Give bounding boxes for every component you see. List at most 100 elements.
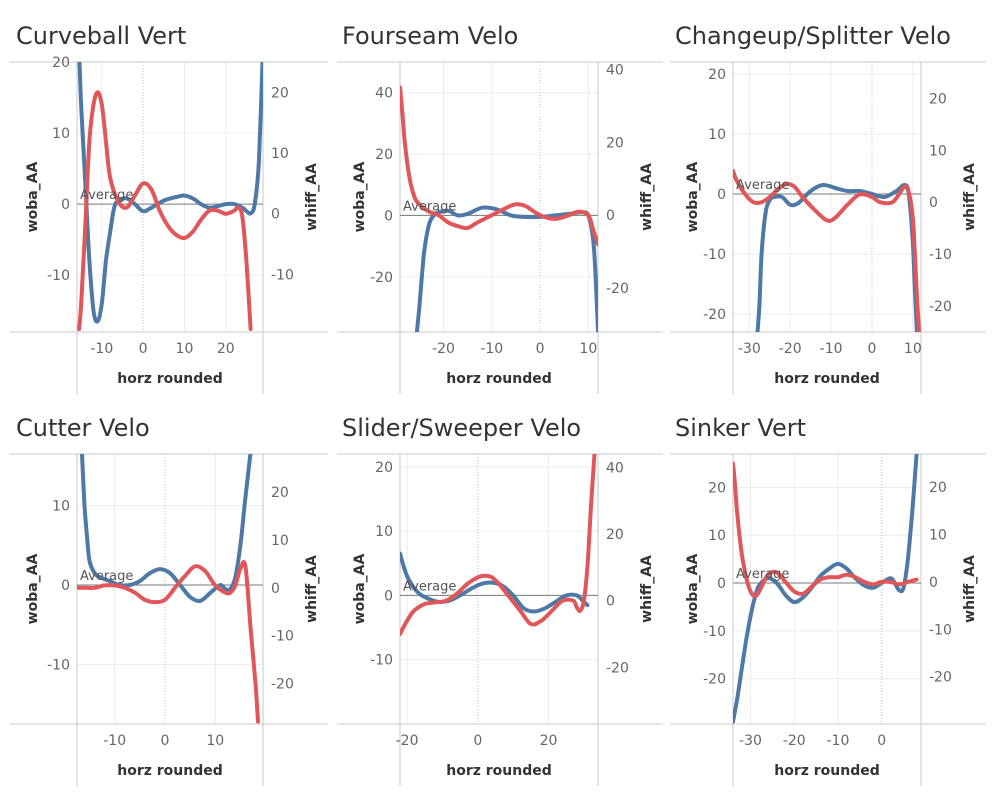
- x-axis-title: horz rounded: [117, 371, 223, 387]
- woba-series-line: [414, 205, 598, 332]
- y-tick-label: -10: [370, 653, 393, 669]
- y2-axis-title: whiff_AA: [962, 555, 978, 623]
- y2-tick-label: 0: [606, 208, 615, 224]
- y-tick-label: -20: [370, 270, 393, 286]
- y2-tick-label: 20: [606, 527, 624, 543]
- y-tick-label: 0: [61, 578, 70, 594]
- average-label: Average: [403, 199, 456, 214]
- y-axis-title: woba_AA: [352, 553, 368, 624]
- y2-tick-label: 10: [929, 528, 947, 544]
- x-axis-title: horz rounded: [117, 763, 223, 779]
- y-tick-label: 20: [708, 67, 726, 83]
- y2-tick-label: 0: [271, 207, 280, 223]
- y-tick-label: -10: [703, 247, 726, 263]
- x-tick-label: -20: [432, 341, 455, 357]
- x-tick-label: -20: [783, 733, 806, 749]
- x-tick-label: -10: [103, 733, 126, 749]
- y2-tick-label: 20: [271, 85, 289, 101]
- woba-series-line: [77, 62, 263, 324]
- series-group: [733, 169, 921, 332]
- y-tick-label: 0: [717, 187, 726, 203]
- y2-axis-title: whiff_AA: [639, 555, 655, 623]
- y2-tick-label: -20: [929, 670, 952, 686]
- y-tick-label: 10: [375, 524, 393, 540]
- chart-changeup-splitter-velo: Average -20 -10 0 10 20 -20 -10 0 10 20 -30 -20 -10 0 1…: [670, 61, 986, 394]
- x-tick-label: -20: [396, 733, 419, 749]
- y-tick-label: 20: [708, 480, 726, 496]
- y2-tick-label: 20: [606, 135, 624, 151]
- y-tick-label: 40: [375, 86, 393, 102]
- woba-series-line: [755, 182, 919, 332]
- x-tick-label: -10: [826, 733, 849, 749]
- woba-series-line: [80, 454, 253, 604]
- y2-tick-label: -10: [271, 267, 294, 283]
- y2-tick-label: -10: [929, 622, 952, 638]
- x-axis-title: horz rounded: [446, 763, 552, 779]
- y-tick-label: -10: [47, 657, 70, 673]
- whiff-series-line: [77, 90, 253, 331]
- y2-tick-label: 0: [271, 581, 280, 597]
- chart-title: Curveball Vert: [16, 22, 187, 50]
- whiff-series-line: [77, 559, 260, 724]
- y-tick-label: 10: [708, 127, 726, 143]
- chart-slider-sweeper-velo: Average -10 0 10 20 -20 0 20 40 -20 0 20 woba_AA whif…: [337, 453, 663, 786]
- y-axis-title: woba_AA: [25, 161, 41, 232]
- x-tick-label: 20: [540, 733, 558, 749]
- x-tick-label: 0: [536, 341, 545, 357]
- y2-tick-label: 20: [271, 485, 289, 501]
- chart-title: Fourseam Velo: [342, 22, 519, 50]
- y-axis-title: woba_AA: [685, 161, 701, 232]
- y2-tick-label: -20: [606, 281, 629, 297]
- y2-tick-label: -20: [606, 660, 629, 676]
- chart-cutter-velo: Average -10 0 10 -20 -10 0 10 20 -10 0 10 woba_AA whi…: [10, 453, 328, 786]
- y-tick-label: 0: [61, 197, 70, 213]
- y-tick-label: 10: [708, 528, 726, 544]
- x-tick-label: 10: [176, 341, 194, 357]
- series-group: [733, 454, 919, 724]
- y2-tick-label: 0: [606, 594, 615, 610]
- x-axis-title: horz rounded: [774, 763, 880, 779]
- x-tick-label: 0: [877, 733, 886, 749]
- y2-axis-title: whiff_AA: [962, 163, 978, 231]
- chart-title: Cutter Velo: [16, 414, 150, 442]
- whiff-series-line: [733, 169, 921, 332]
- y-tick-label: 20: [375, 147, 393, 163]
- x-axis-title: horz rounded: [774, 371, 880, 387]
- chart-title: Sinker Vert: [675, 414, 807, 442]
- series-group: [400, 454, 597, 636]
- x-axis-title: horz rounded: [446, 371, 552, 387]
- whiff-series-line: [400, 454, 597, 636]
- x-tick-label: 0: [473, 733, 482, 749]
- y-tick-label: 20: [52, 55, 70, 71]
- y2-tick-label: -10: [929, 247, 952, 263]
- y2-tick-label: 10: [929, 143, 947, 159]
- x-tick-label: 10: [206, 733, 224, 749]
- woba-series-line: [733, 454, 919, 724]
- y-tick-label: 0: [384, 588, 393, 604]
- y2-tick-label: 10: [271, 533, 289, 549]
- whiff-series-line: [733, 461, 919, 599]
- x-tick-label: -30: [738, 341, 761, 357]
- y-tick-label: -10: [47, 268, 70, 284]
- x-tick-label: 0: [139, 341, 148, 357]
- average-label: Average: [80, 569, 133, 584]
- y2-axis-title: whiff_AA: [639, 163, 655, 231]
- y-axis-title: woba_AA: [685, 553, 701, 624]
- whiff-series-line: [400, 85, 598, 247]
- y2-tick-label: -20: [929, 299, 952, 315]
- x-tick-label: -10: [820, 341, 843, 357]
- x-tick-label: 0: [867, 341, 876, 357]
- y2-tick-label: 20: [929, 91, 947, 107]
- chart-title: Slider/Sweeper Velo: [342, 414, 582, 442]
- y2-tick-label: -10: [271, 629, 294, 645]
- series-group: [400, 85, 598, 332]
- average-label: Average: [736, 178, 789, 193]
- y-axis-title: woba_AA: [25, 553, 41, 624]
- y-tick-label: 10: [52, 499, 70, 515]
- x-tick-label: 20: [217, 341, 235, 357]
- y2-tick-label: 10: [271, 146, 289, 162]
- y-tick-label: -10: [703, 624, 726, 640]
- y2-axis-title: whiff_AA: [304, 163, 320, 231]
